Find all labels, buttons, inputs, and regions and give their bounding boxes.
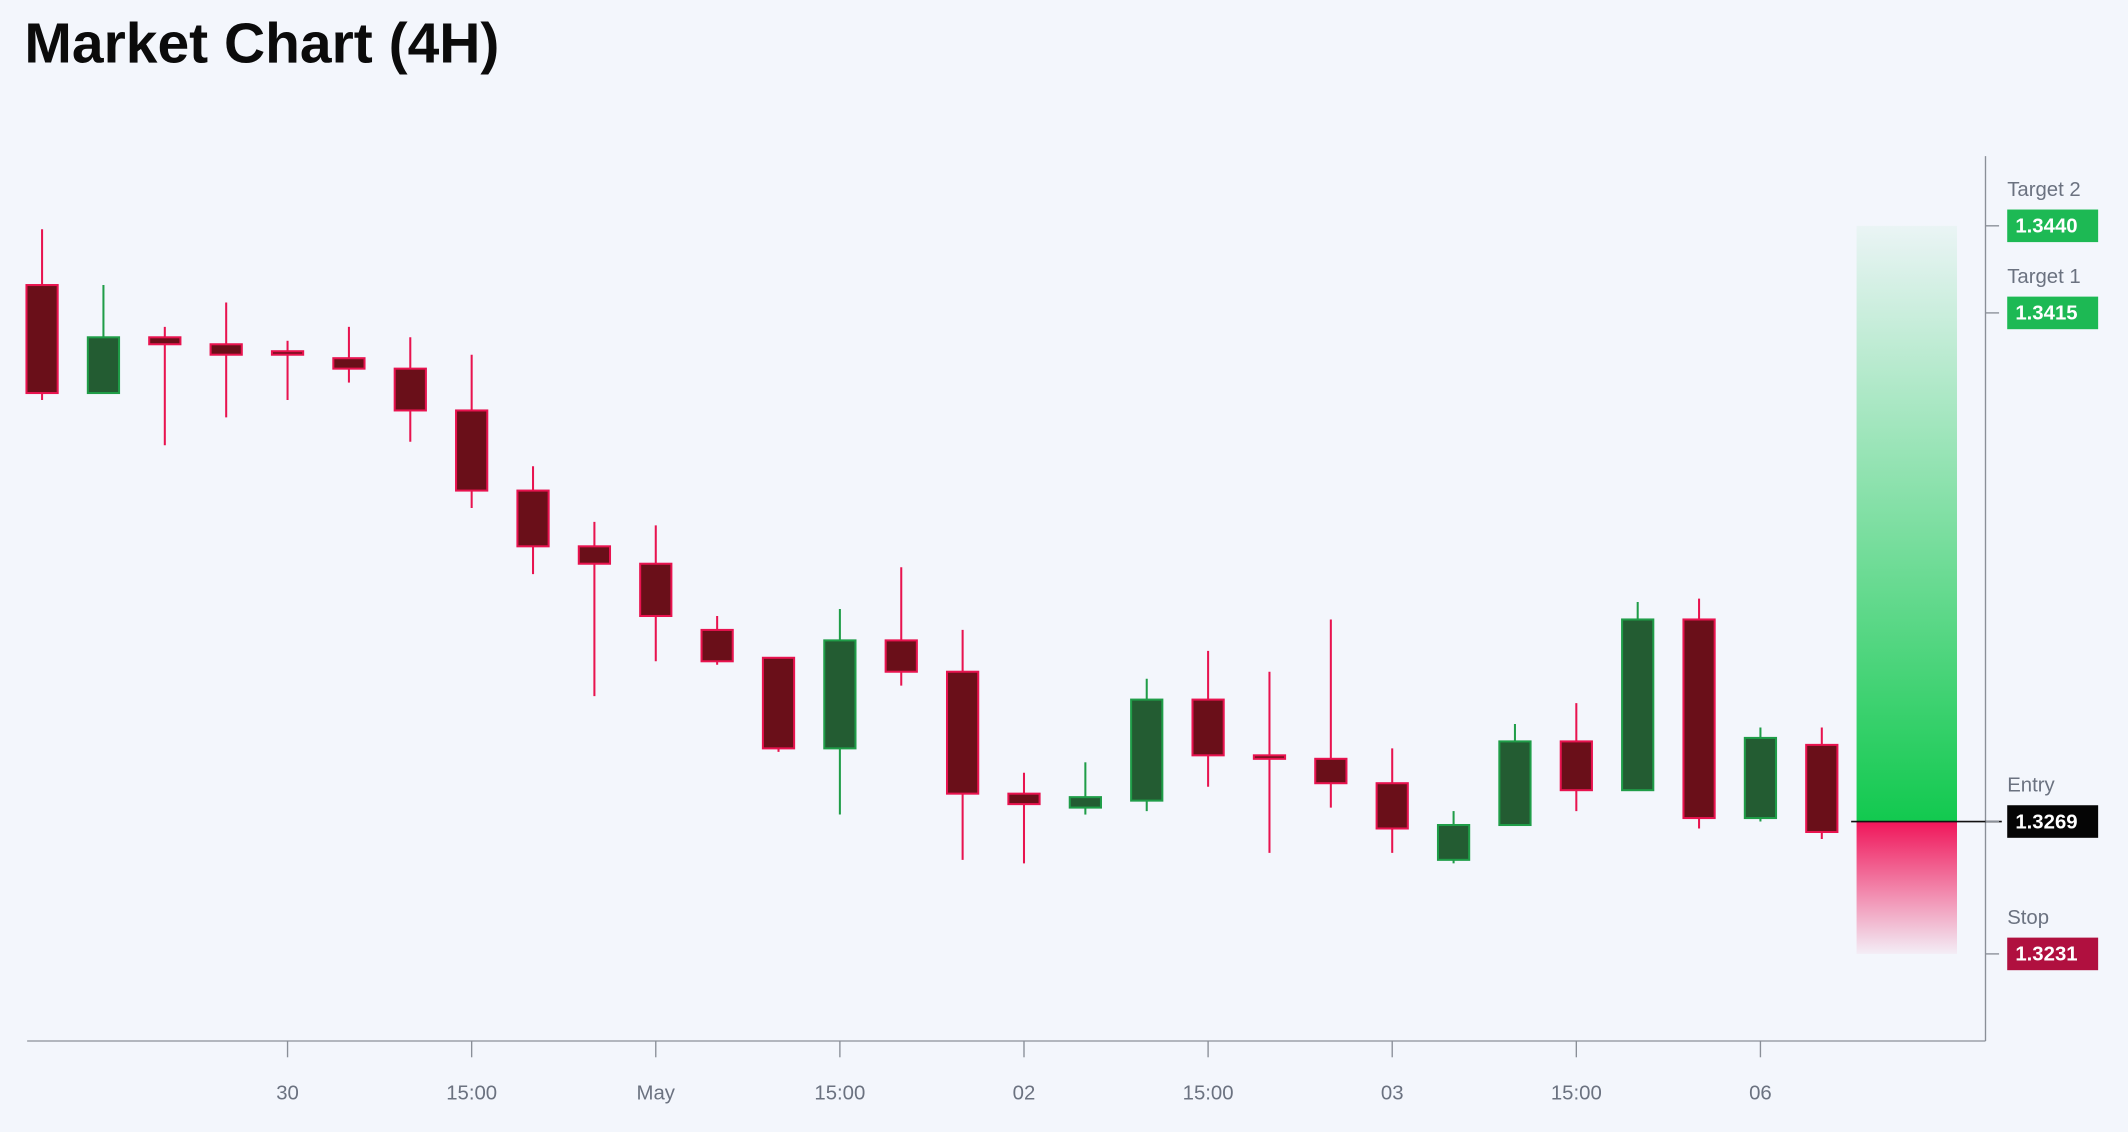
candle-body — [1314, 757, 1348, 785]
level-box — [2007, 296, 2099, 330]
candle-body — [1805, 743, 1839, 833]
candle-body — [332, 357, 366, 370]
level-value: 1.3231 — [2015, 944, 2077, 966]
candle-body — [761, 656, 796, 750]
level-name: Stop — [2007, 907, 2049, 929]
x-tick-label: 02 — [1013, 1082, 1036, 1104]
level-box — [2007, 937, 2099, 971]
x-tick-label: 03 — [1381, 1082, 1404, 1104]
chart-title: Market Chart (4H) — [24, 11, 499, 75]
x-tick-label: 30 — [276, 1082, 299, 1104]
level-name: Entry — [2007, 775, 2055, 797]
x-tick-label: 15:00 — [814, 1082, 865, 1104]
level-value: 1.3415 — [2015, 303, 2077, 325]
candle-body — [1252, 754, 1287, 760]
candle-body — [884, 639, 918, 673]
candle-body — [86, 336, 121, 395]
level-name: Target 1 — [2007, 266, 2081, 288]
x-tick-label: 15:00 — [1551, 1082, 1602, 1104]
candle-body — [639, 562, 673, 618]
candle-body — [1436, 823, 1471, 861]
candle-body — [209, 343, 243, 356]
candle-body — [823, 639, 857, 750]
profit-zone — [1856, 225, 1957, 822]
x-tick-label: May — [637, 1082, 676, 1104]
candle-body — [1130, 698, 1164, 802]
x-tick-label: 15:00 — [1183, 1082, 1234, 1104]
candle-body — [1007, 792, 1041, 806]
candle-body — [393, 367, 427, 412]
candle-body — [516, 489, 550, 548]
level-value: 1.3269 — [2015, 811, 2077, 833]
x-tick-label: 15:00 — [446, 1082, 497, 1104]
candle-body — [700, 628, 734, 663]
level-box — [2007, 805, 2099, 838]
candle-body — [1621, 618, 1655, 792]
candle-body — [1068, 796, 1102, 809]
level-name: Target 2 — [2007, 179, 2081, 201]
candle-body — [1743, 736, 1778, 820]
candle-body — [1682, 618, 1716, 820]
level-box — [2007, 209, 2099, 243]
candle-body — [25, 284, 59, 395]
candle-body — [945, 670, 980, 795]
loss-zone — [1856, 821, 1957, 954]
x-tick-label: 06 — [1749, 1082, 1772, 1104]
candle-body — [577, 545, 612, 565]
candle-body — [1375, 782, 1409, 830]
candle-body — [270, 350, 305, 356]
candle-body — [1559, 740, 1593, 792]
level-value: 1.3440 — [2015, 216, 2077, 238]
candle-body — [1191, 698, 1225, 757]
candle-body — [455, 409, 489, 492]
candle-body — [1498, 740, 1532, 827]
candle-body — [148, 336, 182, 346]
